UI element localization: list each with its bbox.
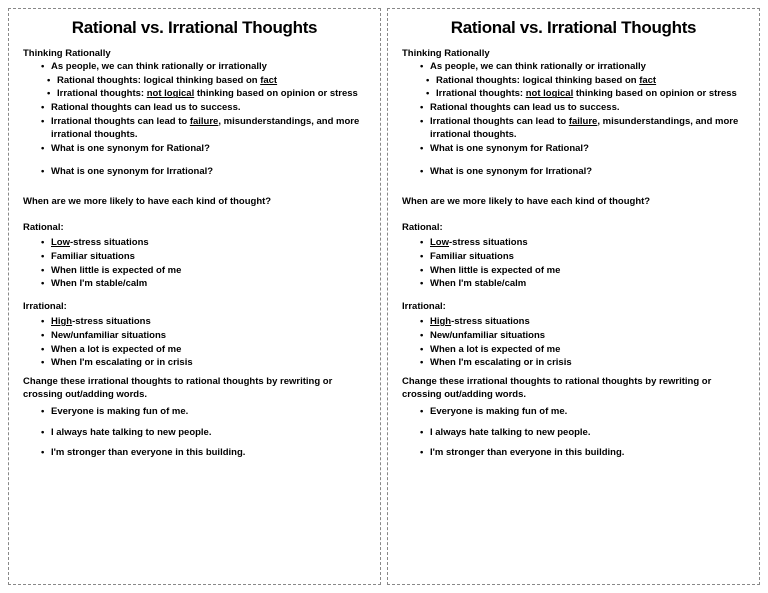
bullet: New/unfamiliar situations bbox=[41, 330, 366, 343]
worksheet-title: Rational vs. Irrational Thoughts bbox=[402, 17, 745, 40]
bullet: When little is expected of me bbox=[41, 265, 366, 278]
exercise-item: I'm stronger than everyone in this build… bbox=[420, 447, 745, 460]
bullet: When I'm stable/calm bbox=[41, 278, 366, 291]
worksheet-title: Rational vs. Irrational Thoughts bbox=[23, 17, 366, 40]
bullet: When little is expected of me bbox=[420, 265, 745, 278]
bullet: Irrational thoughts can lead to failure,… bbox=[420, 116, 745, 142]
bullet: When I'm escalating or in crisis bbox=[420, 357, 745, 370]
exercise-item: I always hate talking to new people. bbox=[420, 427, 745, 440]
bullet: When a lot is expected of me bbox=[420, 344, 745, 357]
subheading-rational: Rational: bbox=[402, 222, 745, 235]
bullet: Rational thoughts can lead us to success… bbox=[420, 102, 745, 115]
bullet: When a lot is expected of me bbox=[41, 344, 366, 357]
bullet: Low-stress situations bbox=[41, 237, 366, 250]
bullet: High-stress situations bbox=[41, 316, 366, 329]
bullet: Rational thoughts: logical thinking base… bbox=[426, 75, 745, 88]
bullet: What is one synonym for Rational? bbox=[41, 143, 366, 156]
subheading-rational: Rational: bbox=[23, 222, 366, 235]
bullet: Familiar situations bbox=[41, 251, 366, 264]
section-question: When are we more likely to have each kin… bbox=[402, 196, 745, 209]
bullet: Familiar situations bbox=[420, 251, 745, 264]
bullet: Irrational thoughts: not logical thinkin… bbox=[47, 88, 366, 101]
bullet: Rational thoughts can lead us to success… bbox=[41, 102, 366, 115]
subheading-irrational: Irrational: bbox=[23, 301, 366, 314]
bullet: Irrational thoughts can lead to failure,… bbox=[41, 116, 366, 142]
bullet: When I'm stable/calm bbox=[420, 278, 745, 291]
bullet: As people, we can think rationally or ir… bbox=[41, 61, 366, 74]
bullet: What is one synonym for Irrational? bbox=[41, 166, 366, 179]
subheading-irrational: Irrational: bbox=[402, 301, 745, 314]
instruction-text: Change these irrational thoughts to rati… bbox=[23, 376, 366, 402]
instruction-text: Change these irrational thoughts to rati… bbox=[402, 376, 745, 402]
bullet: Rational thoughts: logical thinking base… bbox=[47, 75, 366, 88]
bullet: When I'm escalating or in crisis bbox=[41, 357, 366, 370]
exercise-item: I'm stronger than everyone in this build… bbox=[41, 447, 366, 460]
bullet: Low-stress situations bbox=[420, 237, 745, 250]
bullet: What is one synonym for Rational? bbox=[420, 143, 745, 156]
exercise-item: I always hate talking to new people. bbox=[41, 427, 366, 440]
section-question: When are we more likely to have each kin… bbox=[23, 196, 366, 209]
bullet: High-stress situations bbox=[420, 316, 745, 329]
worksheet-card-right: Rational vs. Irrational Thoughts Thinkin… bbox=[387, 8, 760, 585]
bullet: Irrational thoughts: not logical thinkin… bbox=[426, 88, 745, 101]
section-heading: Thinking Rationally bbox=[23, 48, 366, 61]
exercise-item: Everyone is making fun of me. bbox=[41, 406, 366, 419]
exercise-item: Everyone is making fun of me. bbox=[420, 406, 745, 419]
bullet: What is one synonym for Irrational? bbox=[420, 166, 745, 179]
bullet: As people, we can think rationally or ir… bbox=[420, 61, 745, 74]
bullet: New/unfamiliar situations bbox=[420, 330, 745, 343]
worksheet-card-left: Rational vs. Irrational Thoughts Thinkin… bbox=[8, 8, 381, 585]
section-heading: Thinking Rationally bbox=[402, 48, 745, 61]
